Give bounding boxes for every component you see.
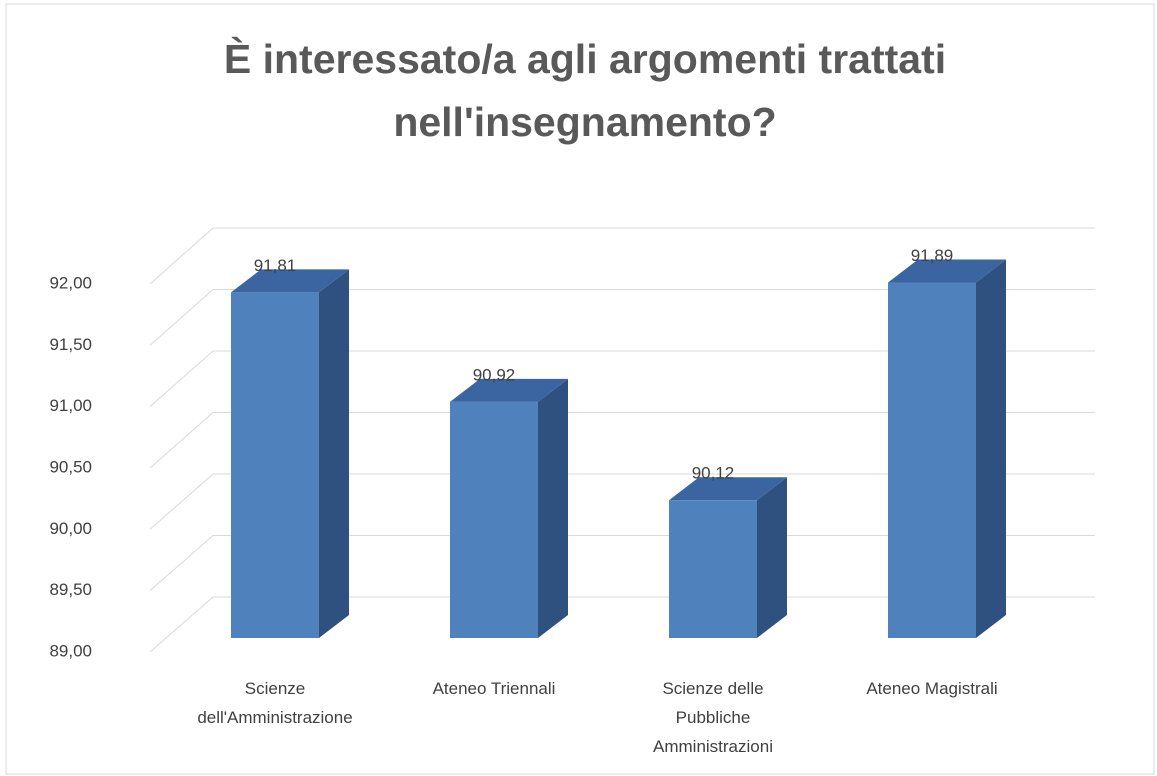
grid-diagonal: [149, 289, 214, 346]
bar-side: [757, 477, 787, 638]
grid-diagonal: [149, 350, 214, 408]
x-tick-label: Ateneo Triennali: [432, 679, 556, 698]
bar-side: [976, 259, 1006, 638]
y-tick-label: 90,00: [49, 519, 92, 538]
grid-diagonal: [149, 535, 214, 592]
chart-border: [5, 3, 1155, 775]
bar: [669, 500, 757, 638]
grid-diagonal: [149, 596, 214, 653]
data-label: 91,89: [911, 246, 954, 265]
grid-diagonal: [149, 473, 214, 530]
y-tick-label: 92,00: [49, 273, 92, 292]
data-label: 91,81: [254, 256, 297, 275]
y-tick-label: 89,50: [49, 580, 92, 599]
bar: [450, 401, 538, 638]
bar: [888, 282, 976, 638]
x-tick-label: Scienze dell'Amministrazione: [197, 679, 353, 727]
bar-side: [538, 378, 568, 638]
grid-diagonal: [149, 412, 214, 469]
bar-top: [231, 269, 349, 293]
bar-side: [319, 269, 349, 638]
bar-top: [450, 378, 568, 402]
bar-top: [669, 477, 787, 501]
x-tick-label: Ateneo Magistrali: [866, 679, 998, 698]
data-label: 90,92: [473, 365, 516, 384]
x-tick-label: Scienze delle Pubbliche Amministrazioni: [653, 679, 773, 756]
bar: [231, 292, 319, 638]
y-tick-label: 89,00: [49, 641, 92, 660]
y-tick-label: 91,50: [49, 335, 92, 354]
bar-top: [888, 259, 1006, 283]
y-tick-label: 90,50: [49, 457, 92, 476]
grid-diagonal: [149, 227, 214, 285]
y-tick-label: 91,00: [49, 396, 92, 415]
chart-title: È interessato/a agli argomenti trattati …: [223, 36, 947, 145]
data-label: 90,12: [692, 464, 735, 483]
